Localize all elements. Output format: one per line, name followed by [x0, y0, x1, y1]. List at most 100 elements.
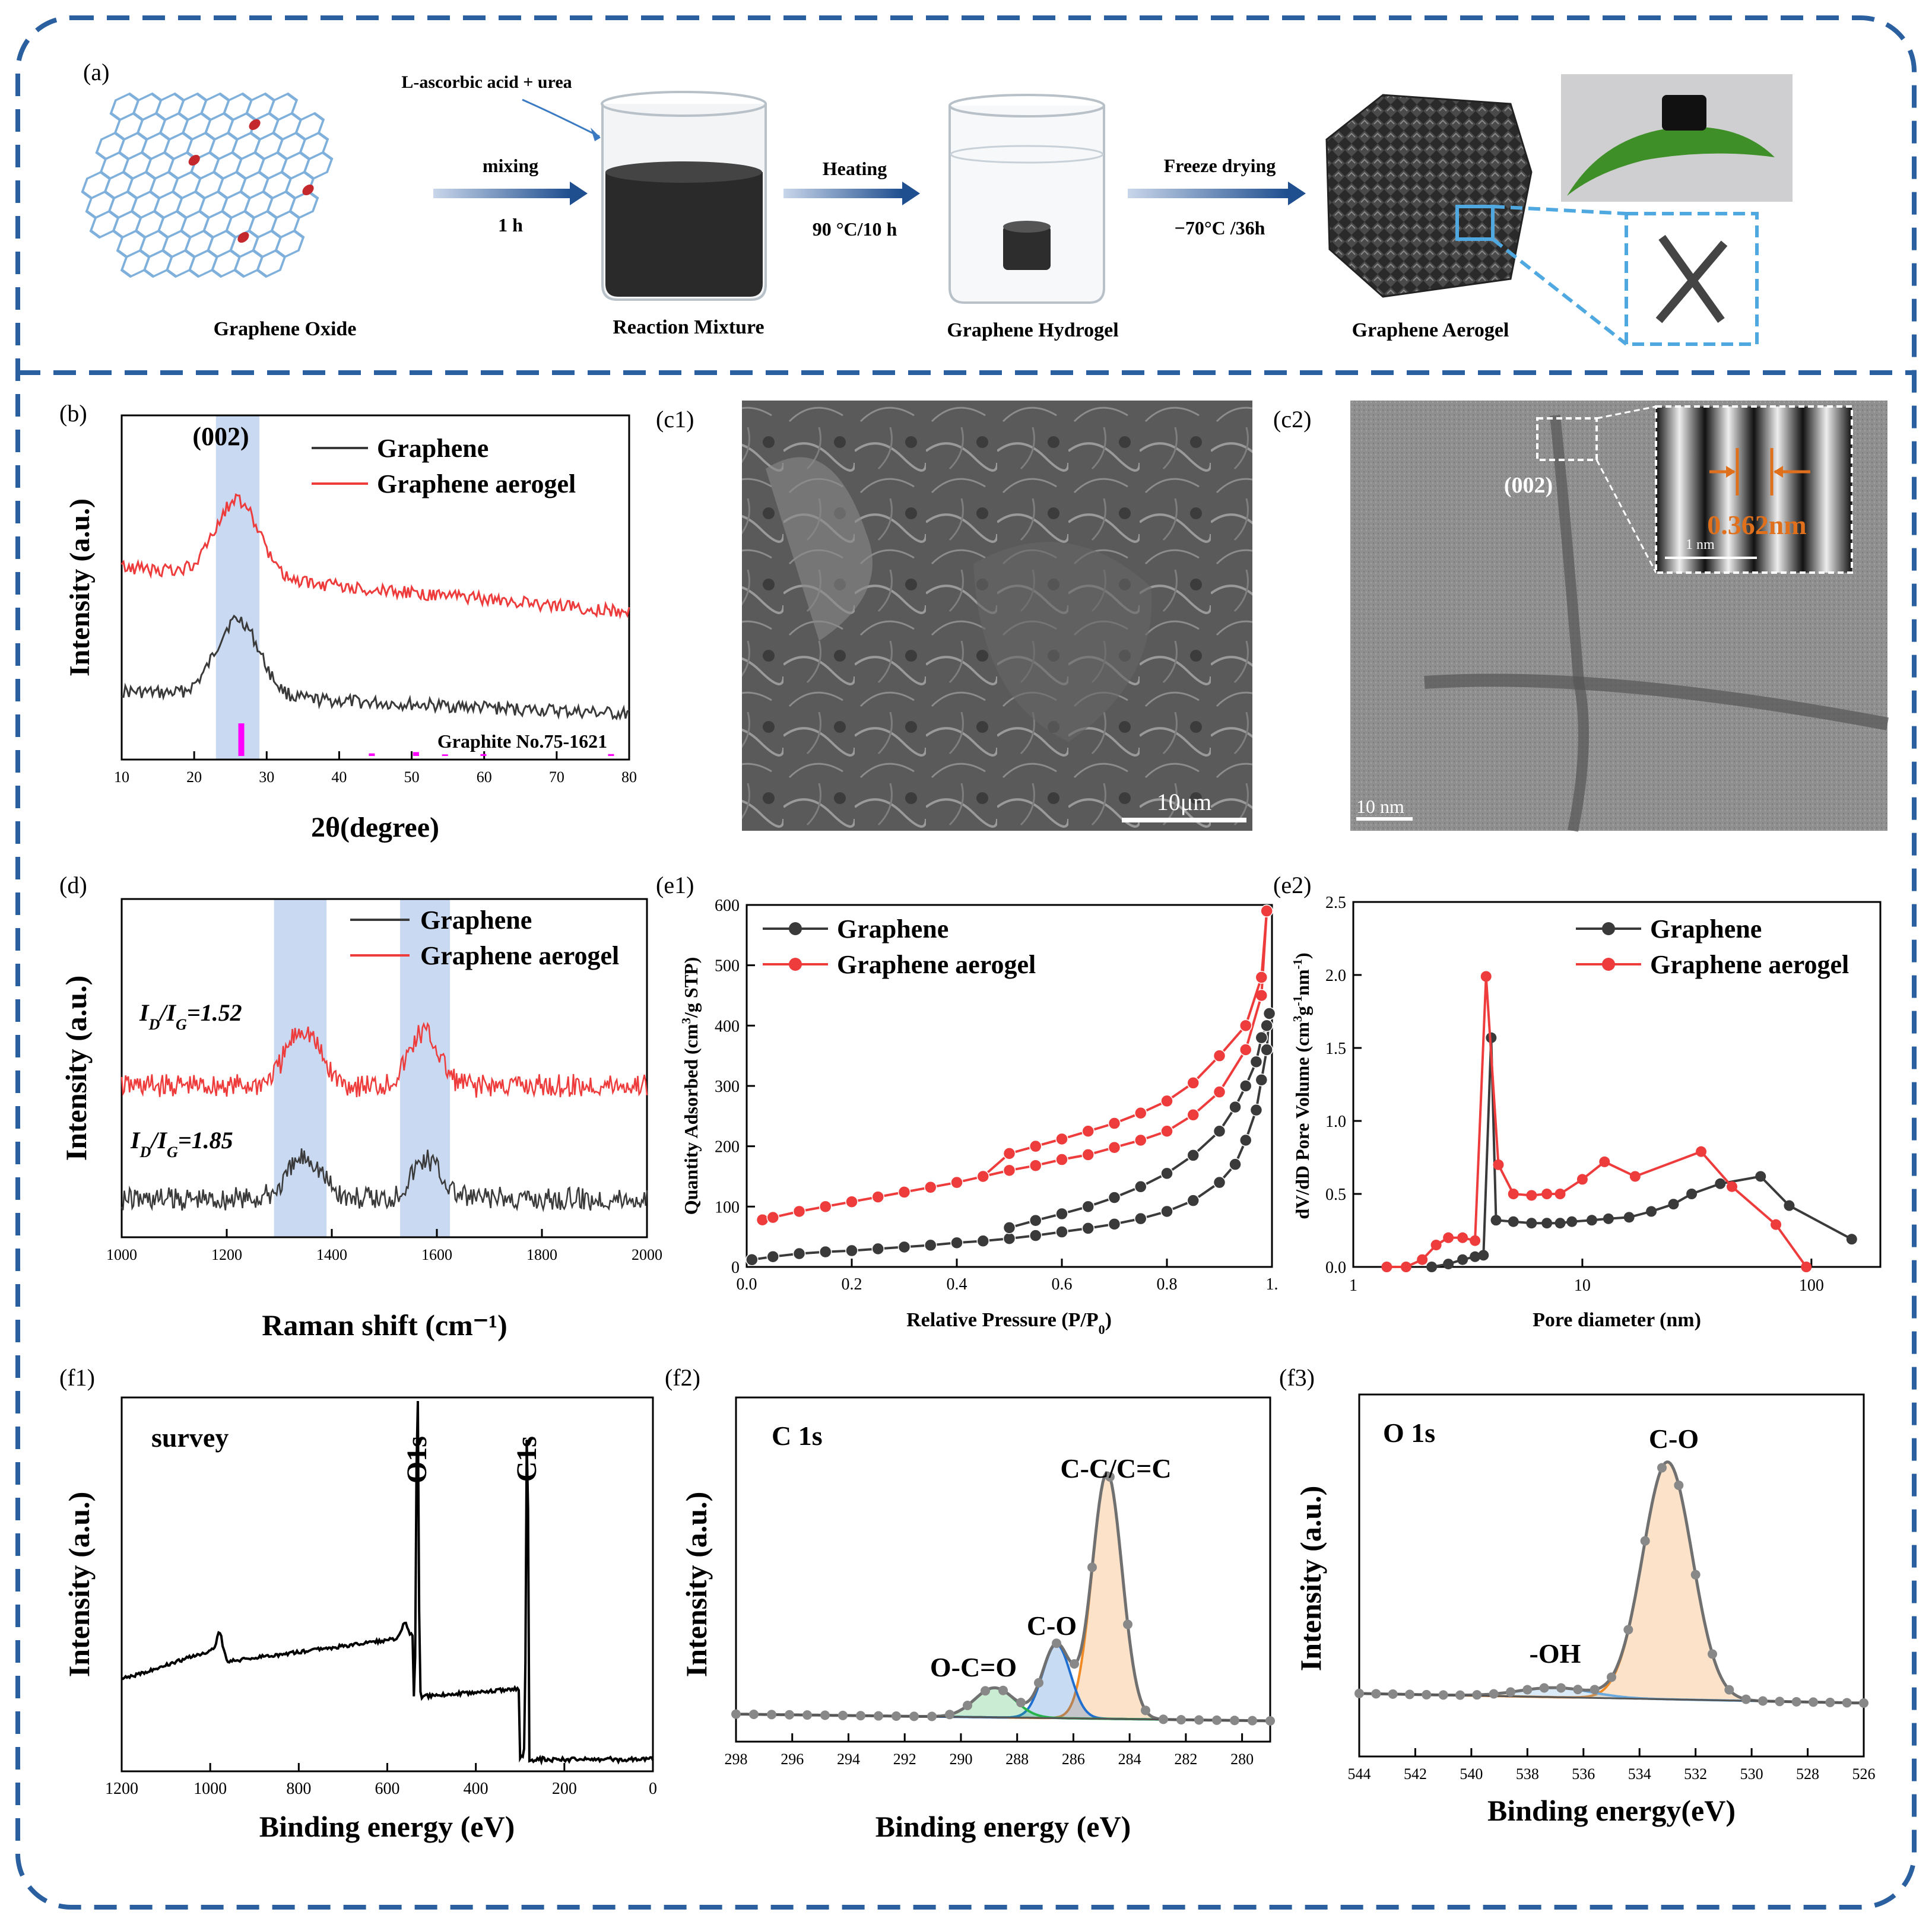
b-plot-frame [120, 414, 630, 761]
data-point [1506, 1687, 1515, 1697]
e2-aerogel-point [1457, 1232, 1468, 1243]
data-point [1573, 1685, 1583, 1695]
e1-ytick-label: 100 [715, 1198, 740, 1216]
b-reference-peak [480, 754, 487, 756]
e1-aerogel-point [766, 1211, 779, 1224]
e1-aerogel-point [976, 1170, 989, 1183]
e1-aerogel-point [792, 1205, 806, 1218]
d-ratio-aerogel: ID/IG=1.52 [139, 999, 242, 1033]
f2-ylabel: Intensity (a.u.) [680, 1492, 713, 1678]
e2-ylabel-part: -1 [1290, 996, 1305, 1006]
data-point [1674, 1480, 1684, 1490]
f3-label-oh: -OH [1530, 1638, 1581, 1669]
e1-ytick-label: 600 [715, 897, 740, 915]
e1-graphene-point [1134, 1180, 1147, 1193]
f2-plot-frame [735, 1396, 1271, 1743]
panel-label-f2: (f2) [665, 1364, 700, 1391]
e2-aerogel-point [1508, 1189, 1519, 1199]
d-xtick-label: 1200 [211, 1246, 242, 1263]
panel-label-f3: (f3) [1279, 1364, 1315, 1391]
e1-graphene-point [1029, 1229, 1042, 1242]
e1-graphene-point [871, 1242, 884, 1256]
b-reference-peak [413, 752, 419, 756]
e1-aerogel-point [924, 1181, 937, 1194]
e2-legend-aerogel: Graphene aerogel [1650, 950, 1849, 979]
d-ratio-aerogel-part: D [148, 1016, 160, 1033]
step3-bottom: −70°C /36h [1175, 217, 1265, 239]
b-xtick-label: 30 [259, 768, 274, 786]
b-xtick-label: 40 [331, 768, 347, 786]
chart-e1: 0.0 0.2 0.4 0.6 0.8 1. 0 100 200 300 400 500 600 Grap… [679, 897, 1279, 1337]
e1-graphene-point [1029, 1214, 1042, 1227]
f3-plot-frame [1358, 1393, 1865, 1758]
data-point [1556, 1683, 1566, 1693]
e1-graphene-point [1003, 1221, 1016, 1234]
data-point [1539, 1683, 1549, 1693]
data-point [1176, 1715, 1186, 1725]
e2-xtick-label: 1 [1349, 1276, 1357, 1295]
data-point [1141, 1705, 1150, 1716]
data-point [1438, 1690, 1448, 1700]
e1-xtick-label: 0.0 [737, 1275, 757, 1294]
e1-aerogel-point [1213, 1049, 1226, 1062]
e1-ytick-label: 200 [715, 1138, 740, 1157]
f1-ylabel: Intensity (a.u.) [62, 1492, 96, 1678]
data-point [1472, 1690, 1482, 1700]
f3-xtick-label: 532 [1684, 1765, 1707, 1783]
data-point [1708, 1649, 1717, 1659]
e1-graphene-point [924, 1238, 937, 1252]
chart-b: 10 20 30 40 50 60 70 80 (002) Graphene Graphene ae… [64, 414, 637, 843]
b-xtick-label: 50 [404, 768, 420, 786]
b-xtick-label: 60 [477, 768, 492, 786]
e1-xtick-label: 0.2 [842, 1275, 862, 1294]
chart-f2: 298 296 294 292 290 288 286 284 282 280 C 1s C-C/C=… [680, 1396, 1275, 1843]
b-reference-peak [369, 753, 375, 756]
data-point [945, 1710, 954, 1720]
panel-label-b: (b) [59, 400, 87, 427]
e1-ytick-label: 0 [731, 1259, 740, 1277]
data-point [1354, 1688, 1364, 1698]
data-point [731, 1709, 741, 1719]
data-point [1791, 1697, 1801, 1707]
data-point [767, 1710, 776, 1720]
graphene-oxide-illustration [81, 92, 334, 278]
f2-xtick-label: 286 [1062, 1751, 1085, 1768]
e1-aerogel-point [1134, 1133, 1147, 1147]
f2-xtick-label: 292 [893, 1751, 916, 1768]
chart-f3: 544 542 540 538 536 534 532 530 528 526 O 1s C-O -OH… [1294, 1393, 1876, 1827]
zoom-box [1455, 205, 1495, 241]
e1-aerogel-point [897, 1186, 911, 1199]
data-point [1455, 1690, 1465, 1700]
component-line-0 [1359, 1460, 1864, 1704]
f3-xtick-label: 538 [1516, 1765, 1539, 1783]
data-point [820, 1710, 830, 1720]
f2-xtick-label: 294 [837, 1751, 860, 1768]
d-ratio-graphene-part: /I [149, 1127, 167, 1154]
e1-aerogel-point [756, 1213, 769, 1227]
chart-d: 1000 1200 1400 1600 1800 2000 Graphene Graphene… [59, 898, 662, 1342]
e1-xlabel: Relative Pressure (P/P0) [906, 1309, 1112, 1337]
d-xtick-label: 1400 [316, 1246, 347, 1263]
e1-graphene-point [1239, 1079, 1252, 1092]
step2-top: Heating [823, 158, 887, 179]
f1-peak-label: C1s [511, 1436, 543, 1482]
gh-label: Graphene Hydrogel [947, 319, 1118, 341]
e2-aerogel-point [1599, 1156, 1610, 1167]
e1-ylabel-part: /g STP) [680, 957, 702, 1018]
data-point [1230, 1716, 1239, 1726]
e2-legend-graphene: Graphene [1650, 914, 1762, 944]
f3-xtick-label: 544 [1348, 1765, 1371, 1783]
f1-xtick-label: 0 [649, 1780, 657, 1798]
data-point [909, 1711, 919, 1721]
e1-graphene-point [1108, 1218, 1121, 1231]
e1-graphene-point [1255, 1031, 1268, 1044]
d-xlabel: Raman shift (cm⁻¹) [262, 1308, 507, 1342]
f3-xtick-label: 542 [1404, 1765, 1427, 1783]
e1-aerogel-adsorption-line [762, 911, 1268, 1221]
step2-bottom: 90 °C/10 h [813, 218, 897, 240]
e2-graphene-point [1784, 1200, 1795, 1211]
e2-graphene-point [1755, 1171, 1766, 1182]
data-point [1690, 1570, 1701, 1580]
data-point [856, 1711, 865, 1721]
